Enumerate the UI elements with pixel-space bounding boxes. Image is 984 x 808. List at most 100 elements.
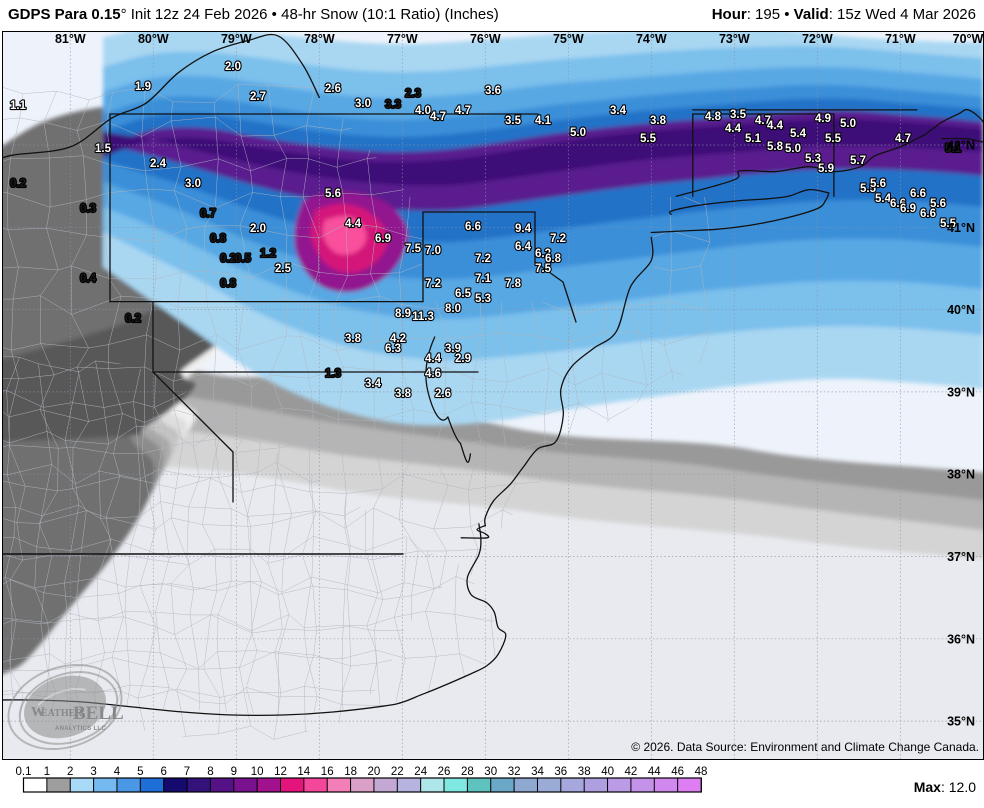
svg-text:78°W: 78°W xyxy=(304,32,335,46)
svg-text:30: 30 xyxy=(484,766,497,778)
svg-text:BELL: BELL xyxy=(73,703,124,724)
svg-text:40: 40 xyxy=(601,766,614,778)
svg-text:8.0: 8.0 xyxy=(445,303,461,315)
svg-text:8: 8 xyxy=(207,766,213,778)
svg-text:70°W: 70°W xyxy=(953,32,983,46)
svg-text:81°W: 81°W xyxy=(55,32,86,46)
svg-text:3.6: 3.6 xyxy=(485,85,501,97)
svg-text:1.5: 1.5 xyxy=(95,143,112,155)
svg-text:76°W: 76°W xyxy=(470,32,501,46)
svg-text:4.1: 4.1 xyxy=(535,115,552,127)
svg-text:3.4: 3.4 xyxy=(610,105,627,117)
svg-text:4.4: 4.4 xyxy=(425,353,442,365)
svg-text:2.0: 2.0 xyxy=(250,223,266,235)
svg-text:11.3: 11.3 xyxy=(412,311,434,323)
svg-text:0.3: 0.3 xyxy=(80,203,96,215)
svg-text:0.2: 0.2 xyxy=(220,253,236,265)
svg-text:79°W: 79°W xyxy=(221,32,252,46)
svg-text:5: 5 xyxy=(137,766,143,778)
svg-text:5.0: 5.0 xyxy=(785,143,801,155)
svg-text:2.6: 2.6 xyxy=(435,388,451,400)
svg-text:0.7: 0.7 xyxy=(200,208,216,220)
svg-text:6.4: 6.4 xyxy=(515,241,532,253)
svg-text:5.8: 5.8 xyxy=(767,141,784,153)
svg-text:37°N: 37°N xyxy=(947,550,975,564)
svg-text:46: 46 xyxy=(671,766,684,778)
svg-text:36°N: 36°N xyxy=(947,632,975,646)
svg-text:8.9: 8.9 xyxy=(395,308,411,320)
svg-text:4.6: 4.6 xyxy=(425,368,441,380)
svg-text:80°W: 80°W xyxy=(138,32,169,46)
svg-text:36: 36 xyxy=(554,766,567,778)
svg-text:ANALYTICS LLC: ANALYTICS LLC xyxy=(55,726,106,732)
svg-text:18: 18 xyxy=(344,766,357,778)
svg-text:32: 32 xyxy=(508,766,521,778)
svg-text:4.4: 4.4 xyxy=(345,218,362,230)
svg-text:9: 9 xyxy=(231,766,237,778)
svg-text:1: 1 xyxy=(44,766,50,778)
svg-text:2.9: 2.9 xyxy=(455,353,471,365)
svg-text:6.5: 6.5 xyxy=(455,288,472,300)
svg-text:5.5: 5.5 xyxy=(640,133,657,145)
svg-text:1.9: 1.9 xyxy=(135,81,151,93)
svg-text:1.1: 1.1 xyxy=(10,100,27,112)
svg-text:7.2: 7.2 xyxy=(475,253,491,265)
svg-text:5.6: 5.6 xyxy=(325,188,341,200)
svg-text:6.6: 6.6 xyxy=(910,188,926,200)
svg-text:4.0: 4.0 xyxy=(415,105,431,117)
svg-text:71°W: 71°W xyxy=(885,32,916,46)
svg-text:6.9: 6.9 xyxy=(900,203,916,215)
svg-text:41°N: 41°N xyxy=(947,221,975,235)
svg-text:26: 26 xyxy=(438,766,451,778)
svg-text:22: 22 xyxy=(391,766,404,778)
svg-text:0.2: 0.2 xyxy=(125,313,141,325)
svg-text:10: 10 xyxy=(251,766,264,778)
svg-text:4.2: 4.2 xyxy=(390,333,406,345)
svg-text:75°W: 75°W xyxy=(553,32,584,46)
svg-text:4.9: 4.9 xyxy=(815,113,831,125)
svg-text:5.0: 5.0 xyxy=(840,118,856,130)
svg-text:12: 12 xyxy=(274,766,287,778)
svg-text:0.5: 0.5 xyxy=(235,253,252,265)
svg-text:7.2: 7.2 xyxy=(425,278,441,290)
svg-text:0.1: 0.1 xyxy=(16,766,32,778)
svg-text:20: 20 xyxy=(368,766,381,778)
svg-text:3.8: 3.8 xyxy=(395,388,412,400)
svg-text:7.1: 7.1 xyxy=(475,273,492,285)
svg-text:7: 7 xyxy=(184,766,190,778)
svg-text:3.5: 3.5 xyxy=(505,115,522,127)
svg-text:5.5: 5.5 xyxy=(825,133,842,145)
svg-text:7.8: 7.8 xyxy=(505,278,522,290)
svg-text:73°W: 73°W xyxy=(719,32,750,46)
svg-text:5.6: 5.6 xyxy=(930,198,946,210)
svg-text:3.4: 3.4 xyxy=(365,378,382,390)
svg-text:6: 6 xyxy=(160,766,166,778)
svg-text:3.8: 3.8 xyxy=(650,115,667,127)
svg-text:38: 38 xyxy=(578,766,591,778)
svg-text:2.7: 2.7 xyxy=(250,91,266,103)
svg-text:2.5: 2.5 xyxy=(275,263,292,275)
svg-text:5.6: 5.6 xyxy=(870,178,886,190)
svg-text:4.4: 4.4 xyxy=(725,123,742,135)
svg-text:© 2026. Data Source: Environme: © 2026. Data Source: Environment and Cli… xyxy=(631,740,979,754)
svg-text:3.5: 3.5 xyxy=(730,109,747,121)
svg-text:2.6: 2.6 xyxy=(325,83,341,95)
svg-text:2.3: 2.3 xyxy=(405,88,421,100)
svg-text:7.0: 7.0 xyxy=(425,245,441,257)
svg-text:2: 2 xyxy=(67,766,73,778)
svg-text:16: 16 xyxy=(321,766,334,778)
svg-text:7.5: 7.5 xyxy=(405,243,422,255)
svg-text:24: 24 xyxy=(414,766,427,778)
svg-text:5.1: 5.1 xyxy=(745,133,762,145)
svg-text:34: 34 xyxy=(531,766,544,778)
svg-text:3.3: 3.3 xyxy=(385,99,401,111)
svg-text:5.0: 5.0 xyxy=(570,127,586,139)
svg-text:48: 48 xyxy=(695,766,708,778)
svg-text:3.0: 3.0 xyxy=(355,98,371,110)
svg-text:44: 44 xyxy=(648,766,661,778)
svg-text:6.6: 6.6 xyxy=(465,221,481,233)
svg-text:42: 42 xyxy=(625,766,638,778)
svg-text:4.7: 4.7 xyxy=(430,111,446,123)
svg-text:3: 3 xyxy=(90,766,96,778)
svg-text:35°N: 35°N xyxy=(947,715,975,729)
